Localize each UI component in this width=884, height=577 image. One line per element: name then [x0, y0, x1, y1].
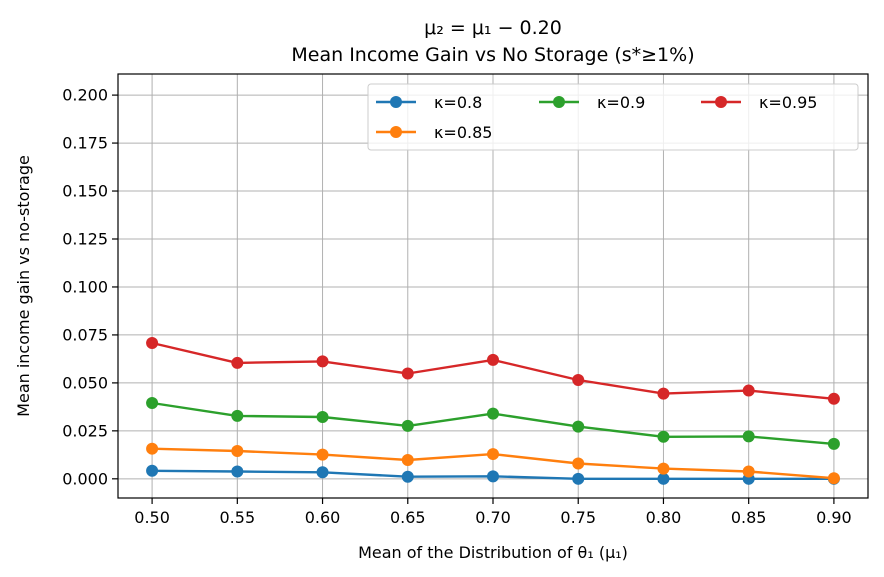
data-point [572, 457, 585, 470]
y-tick-label: 0.025 [62, 421, 108, 440]
y-tick-label: 0.175 [62, 134, 108, 153]
data-point [316, 355, 329, 368]
data-point [572, 420, 585, 433]
data-point [487, 407, 499, 420]
data-point [401, 367, 414, 380]
y-tick-label: 0.125 [62, 229, 108, 248]
data-point [657, 462, 670, 475]
x-tick-label: 0.75 [560, 508, 596, 527]
data-point [146, 442, 159, 455]
data-point [487, 353, 499, 366]
legend-marker [715, 96, 727, 108]
data-point [146, 336, 159, 349]
x-tick-label: 0.80 [646, 508, 682, 527]
legend-label: κ=0.8 [434, 93, 482, 112]
legend-marker [390, 126, 402, 138]
data-point [316, 411, 329, 424]
data-point [827, 472, 840, 485]
data-point [487, 470, 499, 483]
legend-box [367, 83, 859, 151]
data-point [827, 392, 840, 405]
y-tick-label: 0.150 [62, 182, 108, 201]
y-tick-label: 0.100 [62, 277, 108, 296]
x-tick-label: 0.70 [475, 508, 511, 527]
data-point [572, 374, 585, 387]
series-lines [146, 336, 840, 485]
y-tick-label: 0.200 [62, 86, 108, 105]
data-point [742, 465, 755, 478]
x-tick-label: 0.85 [731, 508, 767, 527]
legend-label: κ=0.95 [759, 93, 817, 112]
data-point [487, 448, 499, 461]
series-3 [146, 397, 840, 450]
x-tick-label: 0.50 [134, 508, 170, 527]
data-point [742, 430, 755, 443]
data-point [146, 397, 159, 410]
series-4 [146, 336, 840, 405]
data-point [657, 430, 670, 443]
y-tick-label: 0.000 [62, 469, 108, 488]
data-point [572, 472, 585, 485]
x-tick-label: 0.90 [816, 508, 852, 527]
data-point [316, 466, 329, 479]
legend-entry: κ=0.9 [539, 93, 645, 112]
data-point [231, 465, 244, 478]
data-point [657, 472, 670, 485]
x-axis-label: Mean of the Distribution of θ₁ (μ₁) [358, 543, 628, 562]
plot-area-frame [117, 73, 869, 499]
data-point [231, 356, 244, 369]
chart-title-line-1: μ₂ = μ₁ − 0.20 [424, 17, 562, 39]
y-tick-label: 0.075 [62, 325, 108, 344]
legend-marker [553, 96, 565, 108]
data-point [827, 437, 840, 450]
data-point [742, 384, 755, 397]
chart-title-line-2: Mean Income Gain vs No Storage (s*≥1%) [291, 44, 694, 66]
legend-entry: κ=0.85 [376, 123, 492, 142]
x-tick-label: 0.55 [220, 508, 256, 527]
legend-entry: κ=0.8 [376, 93, 482, 112]
legend: κ=0.8 κ=0.85 κ=0.9 κ=0.95 [367, 83, 859, 151]
legend-marker [390, 96, 402, 108]
legend-entry: κ=0.95 [701, 93, 817, 112]
data-point [657, 387, 670, 400]
legend-label: κ=0.85 [434, 123, 492, 142]
data-point [401, 454, 414, 467]
y-tick-label: 0.050 [62, 373, 108, 392]
y-axis-label: Mean income gain vs no-storage [14, 155, 33, 417]
data-point [401, 419, 414, 432]
data-point [316, 448, 329, 461]
x-tick-label: 0.60 [305, 508, 341, 527]
data-point [231, 444, 244, 457]
legend-label: κ=0.9 [597, 93, 645, 112]
data-point [401, 470, 414, 483]
data-point [146, 464, 159, 477]
axis-ticks: 0.50 0.55 0.60 0.65 0.70 0.75 0.80 0.85 0.90 0.00… [62, 86, 852, 527]
x-tick-label: 0.65 [390, 508, 426, 527]
data-point [231, 409, 244, 422]
series-2 [146, 442, 840, 485]
